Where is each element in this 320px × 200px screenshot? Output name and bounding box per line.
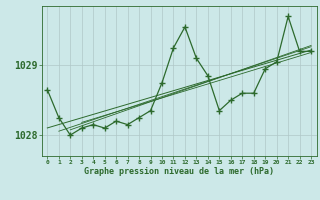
X-axis label: Graphe pression niveau de la mer (hPa): Graphe pression niveau de la mer (hPa) [84, 167, 274, 176]
